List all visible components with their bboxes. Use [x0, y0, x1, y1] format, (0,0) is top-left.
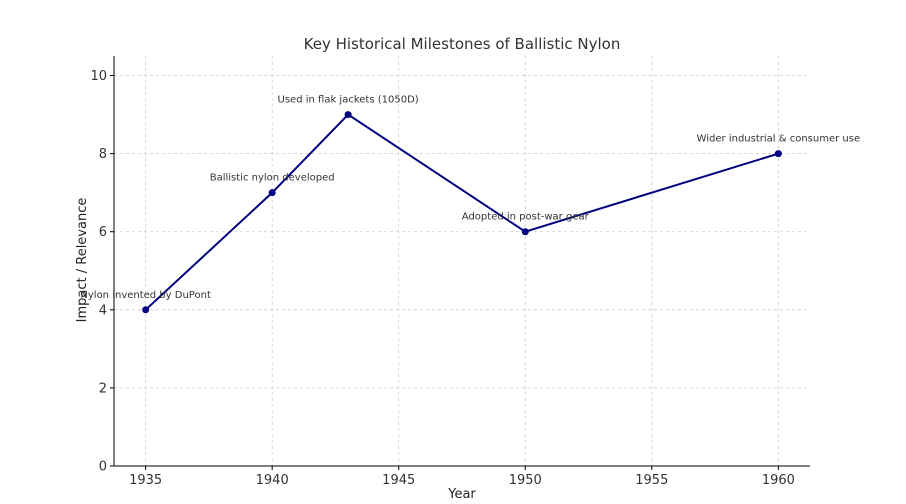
x-tick-label: 1940: [256, 473, 289, 488]
y-tick-label: 10: [90, 69, 107, 84]
annotation-label: Used in flak jackets (1050D): [278, 95, 419, 106]
x-tick-label: 1955: [635, 473, 668, 488]
x-tick-label: 1945: [382, 473, 415, 488]
data-point: [142, 306, 150, 314]
series: [142, 111, 782, 314]
chart-title: Key Historical Milestones of Ballistic N…: [304, 35, 621, 53]
y-tick-label: 8: [99, 147, 107, 162]
data-point: [268, 189, 276, 197]
annotation-label: Adopted in post-war gear: [462, 212, 590, 223]
annotation-label: Ballistic nylon developed: [210, 173, 335, 184]
y-axis-label: Impact / Relevance: [75, 198, 90, 323]
data-point: [344, 111, 352, 119]
data-point: [521, 228, 529, 236]
x-tick-label: 1935: [129, 473, 162, 488]
grid: [114, 56, 810, 467]
axes: 1935 1940 1945 1950 1955 1960 0 2 4 6 8 10: [90, 56, 810, 488]
y-tick-label: 6: [99, 225, 107, 240]
x-tick-label: 1960: [762, 473, 795, 488]
y-tick-label: 4: [99, 303, 107, 318]
x-tick-label: 1950: [509, 473, 542, 488]
x-axis-label: Year: [447, 487, 476, 502]
y-tick-label: 2: [99, 381, 107, 396]
annotation-label: Nylon invented by DuPont: [80, 290, 211, 301]
data-point: [774, 150, 782, 158]
y-tick-label: 0: [99, 460, 107, 475]
annotation-label: Wider industrial & consumer use: [697, 134, 861, 145]
annotations: Nylon invented by DuPont Ballistic nylon …: [80, 95, 860, 301]
